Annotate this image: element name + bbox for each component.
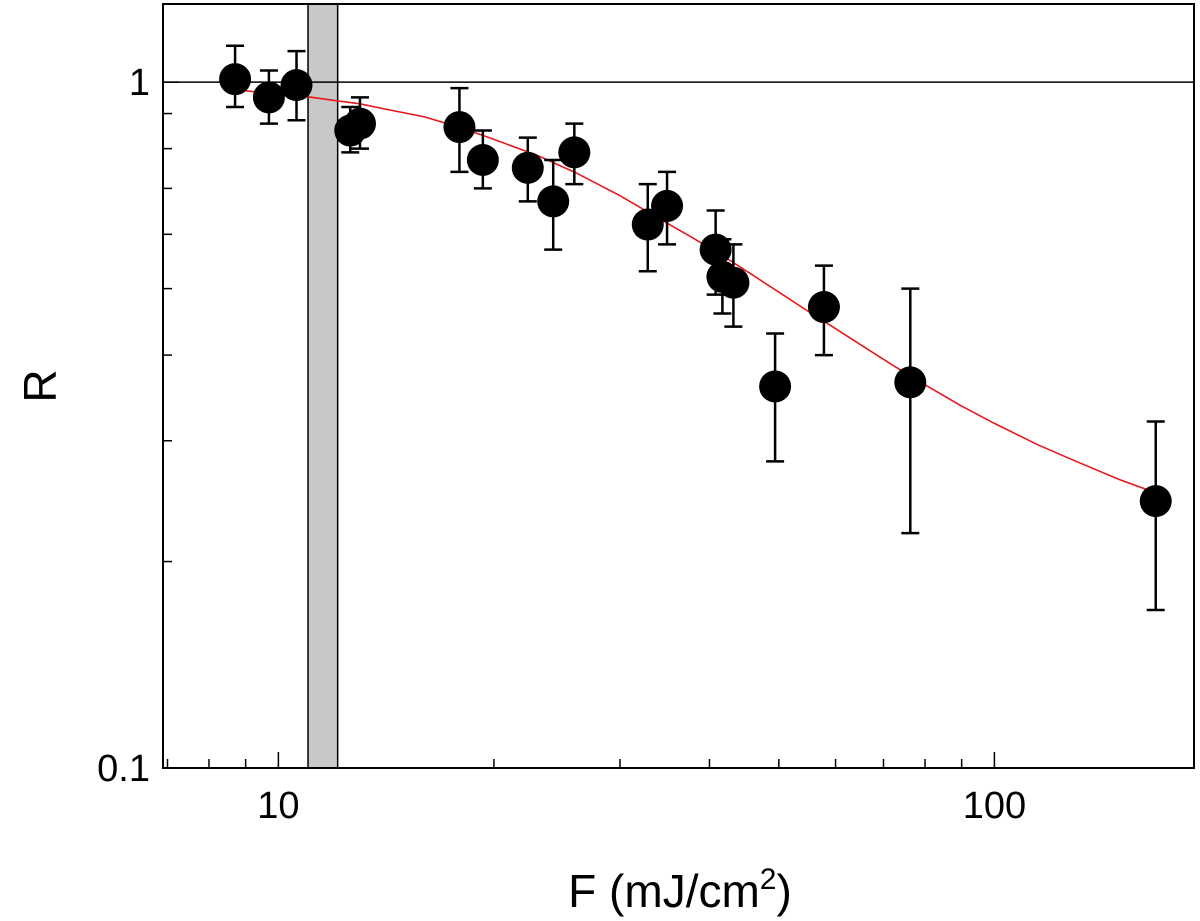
y-axis-ticks — [163, 81, 179, 769]
data-point — [1139, 485, 1172, 518]
data-point — [558, 136, 591, 169]
shaded-band-layer — [307, 3, 339, 769]
x-tick-label: 100 — [963, 785, 1026, 827]
plot-frame — [162, 3, 1195, 769]
x-axis-label: F (mJ/cm2) — [568, 863, 792, 917]
data-point — [537, 185, 570, 218]
data-points-layer — [219, 63, 1172, 518]
data-point — [699, 233, 732, 266]
y-axis-tick-labels: 0.11 — [97, 62, 150, 790]
data-point — [252, 81, 285, 114]
x-axis-ticks — [166, 752, 996, 768]
shaded-band — [307, 3, 339, 769]
data-point — [651, 189, 684, 222]
data-point — [759, 370, 792, 403]
data-point — [717, 266, 750, 299]
x-axis-tick-labels: 10 100 — [257, 785, 1026, 827]
data-point — [894, 366, 927, 399]
data-point — [443, 111, 476, 144]
data-point — [343, 107, 376, 140]
x-tick-label: 10 — [257, 785, 299, 827]
x-axis-label-superscript: 2 — [760, 863, 777, 896]
y-tick-label: 1 — [129, 62, 150, 104]
data-point — [466, 143, 499, 176]
data-point — [807, 291, 840, 324]
y-tick-label: 0.1 — [97, 748, 150, 790]
data-point — [511, 151, 544, 184]
error-bar — [901, 287, 920, 535]
data-point — [219, 63, 252, 96]
data-point — [280, 69, 313, 102]
y-axis-label: R — [14, 369, 66, 402]
